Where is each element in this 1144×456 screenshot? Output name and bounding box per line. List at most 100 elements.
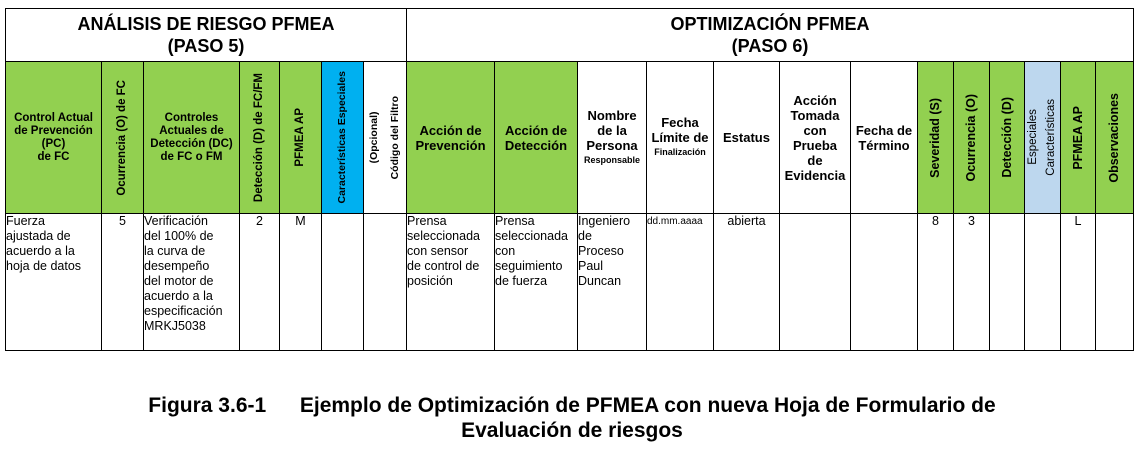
figure-caption: Figura 3.6-1 Ejemplo de Optimización de … [0,393,1144,443]
cell-line: seleccionada [495,229,568,243]
header-line: Acción de [419,122,482,138]
cell-caracteristicas-right [1024,213,1061,351]
cell-line: del motor de [144,274,214,288]
header-line: Prevención [415,137,486,153]
header-line: Evidencia [784,167,846,183]
cell-line: con sensor [407,244,469,258]
cell-line: del 100% de [144,229,214,243]
header-nombre-persona: Nombre de la Persona Responsable [577,61,647,214]
section-analisis-title: ANÁLISIS DE RIESGO PFMEA [77,14,335,34]
header-line: de FC [37,150,70,163]
header-line: (PC) [41,137,66,150]
header-codigo-filtro-sub: (Opcional) [367,111,380,164]
header-line: Término [858,137,910,153]
header-caracteristicas-right: Especiales Características [1024,61,1061,214]
cell-line: la curva de [144,244,206,258]
cell-line: de control de [407,259,480,273]
header-line: con [803,122,827,138]
header-line: Nombre [587,107,637,123]
cell-line: Fuerza [6,214,45,229]
caption-title-line-2: Evaluación de riesgos [461,419,683,442]
header-ocurrencia-fc-label: Ocurrencia (O) de FC [116,79,128,196]
cell-accion-tomada [779,213,851,351]
header-line: Detección [504,137,568,153]
cell-line: Ingeniero [578,214,631,229]
header-line: Actuales de [159,124,224,137]
cell-line: de [578,229,592,243]
cell-line: Verificación [144,214,208,229]
header-accion-deteccion: Acción de Detección [494,61,578,214]
header-observaciones: Observaciones [1095,61,1134,214]
header-ocurrencia: Ocurrencia (O) [953,61,990,214]
header-line: Detección (DC) [150,137,233,150]
header-ocurrencia-fc: Ocurrencia (O) de FC [101,61,144,214]
cell-line: ajustada de [6,229,71,243]
cell-estatus: abierta [713,213,780,351]
table-row: Fuerza ajustada de acuerdo a la hoja de … [5,213,1134,351]
cell-nombre-persona: Ingeniero de Proceso Paul Duncan [577,213,647,351]
header-controles-deteccion: Controles Actuales de Detección (DC) de … [143,61,240,214]
header-fecha-termino: Fecha de Término [850,61,918,214]
cell-codigo-filtro [363,213,407,351]
header-finalizacion: Finalización [654,147,706,157]
cell-line: con [495,244,516,258]
cell-accion-prevencion: Prensa seleccionada con sensor de contro… [406,213,495,351]
header-pfmea-ap-right: PFMEA AP [1060,61,1096,214]
section-optimizacion-step: (PASO 6) [731,36,809,56]
header-line: Acción [793,92,837,108]
cell-deteccion-fc-fm: 2 [239,213,280,351]
header-deteccion-fc-fm-label: Detección (D) de FC/FM [253,72,265,203]
cell-line: seleccionada [407,229,480,243]
cell-line: Duncan [578,274,622,288]
header-observaciones-label: Observaciones [1107,92,1121,183]
cell-control-prevencion: Fuerza ajustada de acuerdo a la hoja de … [5,213,102,351]
header-codigo-filtro: (Opcional) Código del Filtro [363,61,407,214]
header-caracteristicas-right-main: Características [1045,99,1057,176]
header-control-prevencion: Control Actual de Prevención (PC) de FC [5,61,102,214]
header-deteccion-label: Detección (D) [999,97,1014,178]
header-line: de [807,152,823,168]
cell-deteccion [989,213,1025,351]
header-estatus: Estatus [713,61,780,214]
header-line: Fecha de [855,122,913,138]
header-pfmea-ap-right-label: PFMEA AP [1070,105,1085,170]
header-fecha-limite: Fecha Límite de Finalización [646,61,714,214]
header-severidad-label: Severidad (S) [928,97,942,178]
header-line: Acción de [504,122,568,138]
cell-line: posición [407,274,453,288]
cell-severidad: 8 [917,213,954,351]
caption-title-line-1: Ejemplo de Optimización de PFMEA con nue… [299,394,996,417]
header-severidad: Severidad (S) [917,61,954,214]
header-codigo-filtro-main: Código del Filtro [389,95,402,180]
cell-pfmea-ap-right: L [1060,213,1096,351]
cell-line: Paul [578,259,604,273]
section-analisis-riesgo: ANÁLISIS DE RIESGO PFMEA (PASO 5) [5,8,407,62]
header-line: de Prevención [14,124,93,137]
section-optimizacion-title: OPTIMIZACIÓN PFMEA [670,14,870,34]
cell-ocurrencia-fc: 5 [101,213,144,351]
cell-fecha-limite: dd.mm.aaaa [646,213,714,351]
cell-caracteristicas-left [321,213,364,351]
cell-line: Proceso [578,244,624,258]
cell-line: desempeño [144,259,210,273]
header-deteccion-fc-fm: Detección (D) de FC/FM [239,61,280,214]
header-caracteristicas-left-label: Características Especiales [336,71,348,204]
header-line: de FC o FM [160,150,223,163]
header-line: Prueba [792,137,838,153]
cell-ocurrencia: 3 [953,213,990,351]
section-optimizacion: OPTIMIZACIÓN PFMEA (PASO 6) [406,8,1134,62]
header-responsable: Responsable [583,154,641,165]
cell-line: acuerdo a la [6,244,75,258]
header-pfmea-ap-left-label: PFMEA AP [294,108,306,167]
header-deteccion: Detección (D) [989,61,1025,214]
cell-line: especificación [144,304,223,318]
cell-fecha-termino [850,213,918,351]
header-line: Fecha [661,115,699,130]
header-caracteristicas-right-sub: Especiales [1027,109,1039,166]
cell-line: de fuerza [495,274,548,288]
section-analisis-step: (PASO 5) [167,36,245,56]
cell-observaciones [1095,213,1134,351]
header-accion-tomada: Acción Tomada con Prueba de Evidencia [779,61,851,214]
cell-line: Prensa [407,214,447,229]
header-line: Persona [586,137,638,153]
